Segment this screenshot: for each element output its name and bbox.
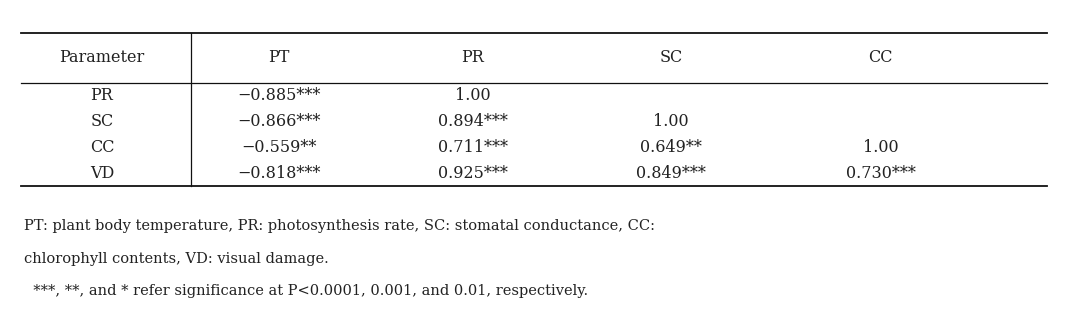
Text: CC: CC [869, 49, 892, 66]
Text: 1.00: 1.00 [862, 139, 899, 156]
Text: 0.925***: 0.925*** [437, 165, 508, 182]
Text: SC: SC [659, 49, 683, 66]
Text: VD: VD [90, 165, 114, 182]
Text: PT: plant body temperature, PR: photosynthesis rate, SC: stomatal conductance, C: PT: plant body temperature, PR: photosyn… [24, 219, 655, 233]
Text: 0.894***: 0.894*** [437, 113, 508, 130]
Text: 0.649**: 0.649** [640, 139, 702, 156]
Text: 0.711***: 0.711*** [437, 139, 508, 156]
Text: −0.559**: −0.559** [242, 139, 317, 156]
Text: −0.866***: −0.866*** [237, 113, 321, 130]
Text: PR: PR [90, 87, 114, 104]
Text: −0.885***: −0.885*** [237, 87, 321, 104]
Text: SC: SC [90, 113, 114, 130]
Text: Parameter: Parameter [59, 49, 145, 66]
Text: 1.00: 1.00 [653, 113, 690, 130]
Text: ***, **, and * refer significance at P<0.0001, 0.001, and 0.01, respectively.: ***, **, and * refer significance at P<0… [24, 284, 587, 298]
Text: PT: PT [268, 49, 290, 66]
Text: CC: CC [90, 139, 114, 156]
Text: 0.849***: 0.849*** [636, 165, 707, 182]
Text: PR: PR [461, 49, 484, 66]
Text: 1.00: 1.00 [454, 87, 491, 104]
Text: chlorophyll contents, VD: visual damage.: chlorophyll contents, VD: visual damage. [24, 252, 329, 266]
Text: −0.818***: −0.818*** [237, 165, 321, 182]
Text: 0.730***: 0.730*** [845, 165, 916, 182]
